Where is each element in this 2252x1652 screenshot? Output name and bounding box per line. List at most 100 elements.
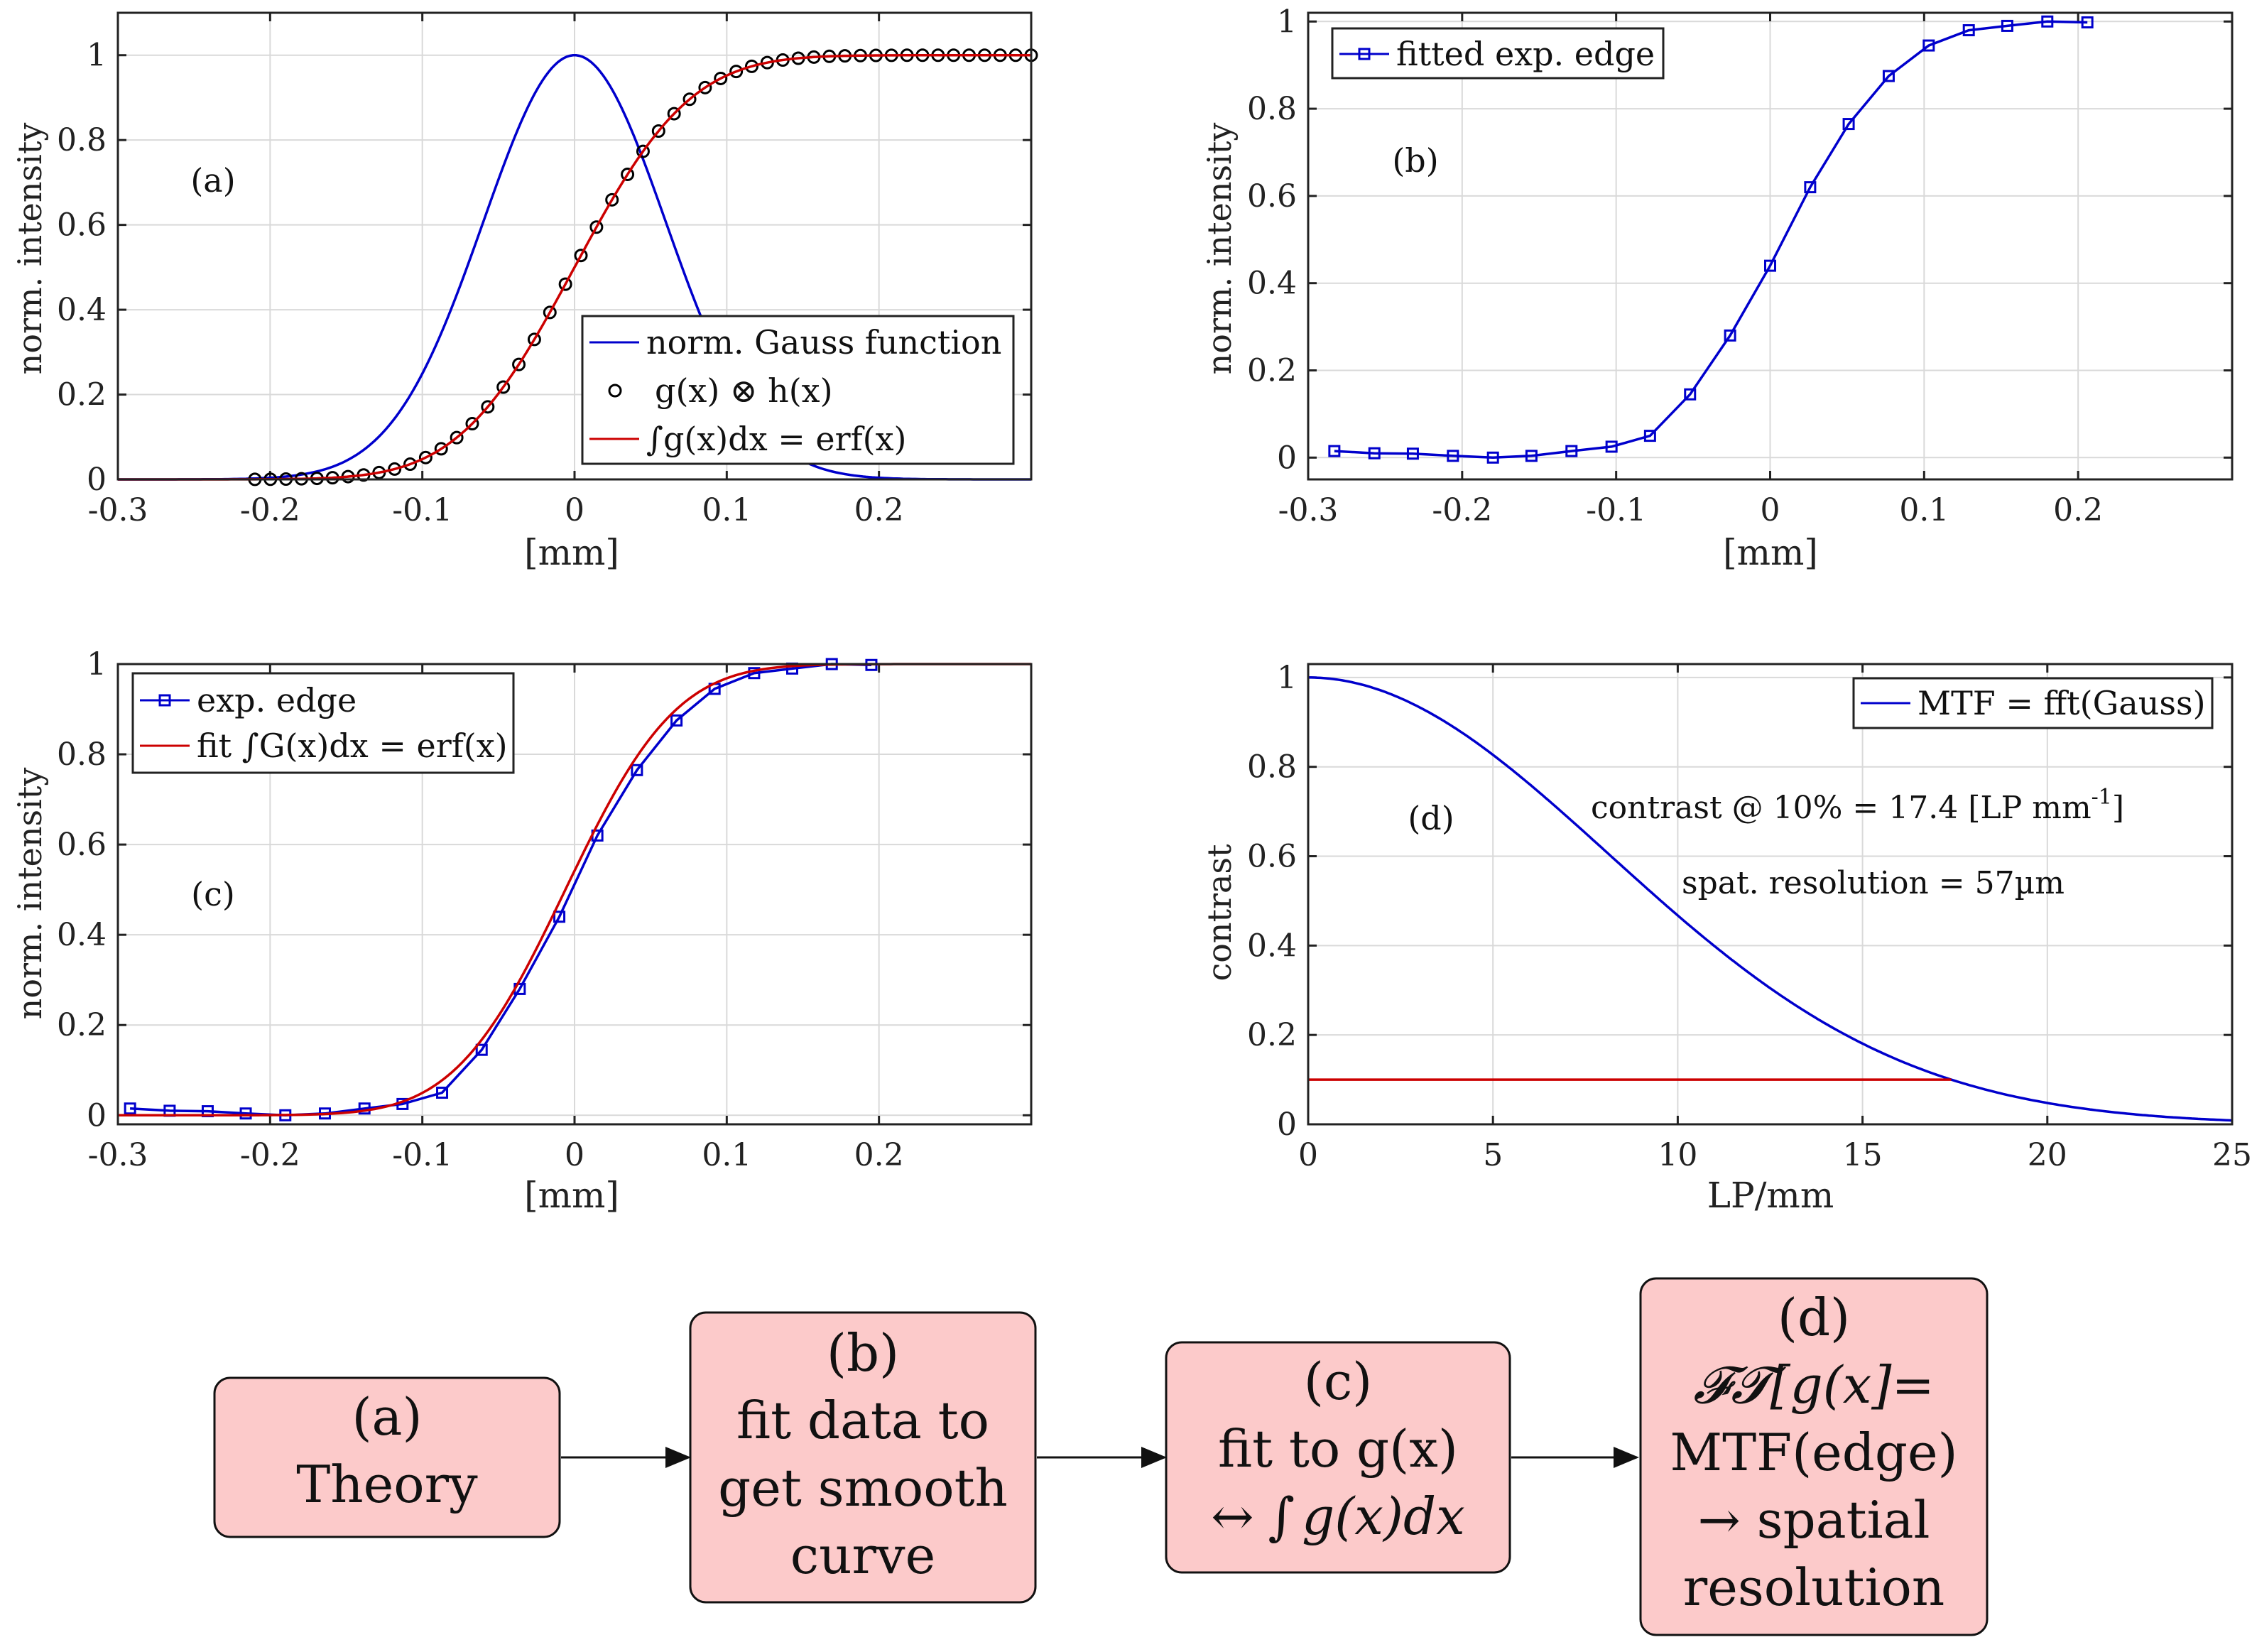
panel-a-y-tick-label: 0.4 [57, 292, 107, 328]
panel-a-axes-box [116, 11, 1033, 481]
panel-c-y-tick-label: 0.2 [57, 1007, 107, 1043]
flow-diagram: (a) Theory (b) fit data to get smooth cu… [213, 1277, 1989, 1636]
flow-box-a: (a) Theory [213, 1376, 561, 1538]
panel-b-series-0-point [1962, 24, 1975, 37]
flow-box-c-line2: fit to g(x) [1218, 1419, 1458, 1479]
panel-a-series-1-point [388, 462, 402, 476]
panel-a-panel-label: (a) [190, 161, 235, 200]
panel-c-series-0-point [475, 1043, 488, 1056]
panel-c-series-0-point [748, 667, 761, 680]
panel-b-x-ticks: -0.3 -0.2 -0.1 0 0.1 0.2 [1278, 13, 2103, 528]
panel-a-series-1-point [744, 59, 758, 73]
panel-d-axes-box [1307, 663, 2234, 1126]
panel-b-x-tick-label: -0.1 [1586, 492, 1646, 528]
panel-a-y-tick-label: 0.2 [57, 377, 107, 413]
flow-box-c-integrand: g(x)dx [1302, 1487, 1465, 1546]
panel-a-series-1-point [450, 430, 464, 445]
panel-b-y-tick-label: 0.2 [1247, 352, 1297, 388]
panel-b-series-0-point [1922, 39, 1935, 52]
panel-a-legend: norm. Gauss function g(x) ⊗ h(x) ∫g(x)dx… [581, 315, 1015, 465]
panel-d-y-tick-label: 0.4 [1247, 928, 1297, 964]
panel-b-legend-label: fitted exp. edge [1396, 35, 1655, 73]
flow-box-b-line2: fit data to [736, 1391, 989, 1450]
panel-a-legend-label-gauss: norm. Gauss function [646, 323, 1001, 362]
flow-box-c-rect [1165, 1341, 1511, 1574]
panel-b-series-0-point [1804, 181, 1817, 194]
panel-c-y-label: norm. intensity [11, 768, 49, 1020]
panel-b-series-0-point [1724, 329, 1736, 342]
panel-c-legend-marker-edge [158, 694, 171, 707]
panel-b-series-0-line [1334, 20, 2088, 460]
panel-c-y-ticks: 0 0.2 0.4 0.6 0.8 1 [57, 646, 1031, 1134]
flow-box-a-line1: (a) [352, 1387, 422, 1447]
panel-d-x-tick-label: 10 [1658, 1137, 1697, 1173]
panel-b-series-0-point [1882, 70, 1895, 82]
panel-b-panel-label: (b) [1392, 141, 1438, 180]
panel-c-panel-label: (c) [191, 875, 235, 913]
panel-b-x-tick-label: 0.2 [2053, 492, 2103, 528]
panel-a-y-ticks: 0 0.2 0.4 0.6 0.8 1 [57, 38, 1031, 498]
panel-a-series-1-point [621, 168, 635, 182]
panel-a-series-1-point [574, 249, 588, 263]
panel-d-y-ticks: 0 0.2 0.4 0.6 0.8 1 [1247, 660, 2232, 1143]
flow-box-c-arrow: ↔ [1211, 1487, 1253, 1546]
panel-c-legend-label-fit: fit ∫G(x)dx = erf(x) [197, 727, 508, 765]
panel-a-series-0-line [118, 54, 1031, 481]
panel-c-series-0-point [631, 763, 643, 776]
panel-d-y-tick-label: 0.8 [1247, 749, 1297, 786]
panel-a-series-1-point [558, 277, 572, 291]
flow-box-a-line2: Theory [296, 1455, 478, 1514]
panel-b-series [1328, 15, 2094, 464]
flow-box-b-rect [689, 1311, 1037, 1604]
flow-box-d: (d) 𝓕𝓣[g(x]= MTF(edge) → spatial resolut… [1639, 1277, 1989, 1636]
flow-box-d-line2: 𝓕𝓣[g(x]= [1693, 1355, 1935, 1415]
panel-b-series-0-point [1328, 445, 1341, 457]
panel-a-series-1-point [527, 332, 541, 347]
panel-d-legend: MTF = fft(Gauss) [1852, 677, 2214, 729]
flow-box-d-rect [1639, 1277, 1989, 1636]
flow-box-c-integral: ∫ [1268, 1487, 1295, 1546]
panel-c-legend: exp. edge fit ∫G(x)dx = erf(x) [131, 672, 515, 774]
panel-b-series-0-point [1565, 445, 1578, 457]
panel-a-series-1-point [636, 144, 650, 158]
panel-c-y-tick-label: 0.8 [57, 737, 107, 773]
contrast-annotation-exponent: -1 [2091, 785, 2112, 810]
panel-a-series-1-point [589, 220, 604, 234]
panel-b-y-tick-label: 0.6 [1247, 178, 1297, 214]
panel-d-legend-label: MTF = fft(Gauss) [1918, 684, 2206, 722]
panel-a-y-tick-label: 0.6 [57, 207, 107, 244]
panel-c-x-tick-label: 0.1 [702, 1137, 751, 1173]
flow-box-b-line4: curve [790, 1526, 935, 1585]
flow-box-d-line5: resolution [1683, 1558, 1944, 1617]
panel-c-series-0-point [670, 714, 683, 727]
panel-d-series-0-line [1308, 676, 2233, 1122]
panel-a-series-1-point [714, 71, 728, 85]
panel-b-x-tick-label: -0.3 [1278, 492, 1339, 528]
contrast-annotation-text: contrast @ 10% = 17.4 [LP mm [1591, 790, 2091, 826]
panel-c-x-tick-label: -0.3 [88, 1137, 148, 1173]
panel-d-panel-label: (d) [1408, 799, 1454, 837]
panel-c-y-tick-label: 0.6 [57, 827, 107, 863]
contrast-annotation-bracket: ] [2112, 790, 2124, 826]
panel-b-y-tick-label: 0 [1277, 440, 1297, 476]
panel-a-y-tick-label: 1 [87, 38, 107, 74]
panel-d-y-tick-label: 0.2 [1247, 1017, 1297, 1053]
panel-c-x-tick-label: -0.2 [240, 1137, 300, 1173]
panel-d-y-tick-label: 0.6 [1247, 839, 1297, 875]
panel-b: -0.3 -0.2 -0.1 0 0.1 0.2 00.20.40.60.81 [mm] … [1200, 4, 2234, 573]
panel-a-x-tick-label: -0.1 [392, 492, 452, 528]
panel-d-y-tick-label: 1 [1277, 660, 1297, 696]
panel-b-x-tick-label: 0.1 [1899, 492, 1949, 528]
panel-d-x-ticks: 0 5 10 15 20 25 [1298, 664, 2252, 1173]
panel-a-legend-swatch-conv [608, 384, 622, 398]
panel-c-x-tick-label: 0.2 [854, 1137, 904, 1173]
panel-b-legend: fitted exp. edge [1331, 27, 1665, 80]
panel-b-axes-box [1307, 11, 2234, 481]
flow-box-b-line1: (b) [827, 1323, 899, 1383]
panel-b-y-ticks: 0 0.2 0.4 0.6 0.8 1 [1247, 4, 2232, 476]
flow-box-b-line3: get smooth [718, 1458, 1008, 1518]
panel-a-x-tick-label: 0.2 [854, 492, 904, 528]
panel-b-series-0-point [1684, 388, 1697, 401]
panel-a-series-1-point [605, 192, 619, 207]
flow-box-b: (b) fit data to get smooth curve [689, 1311, 1037, 1604]
